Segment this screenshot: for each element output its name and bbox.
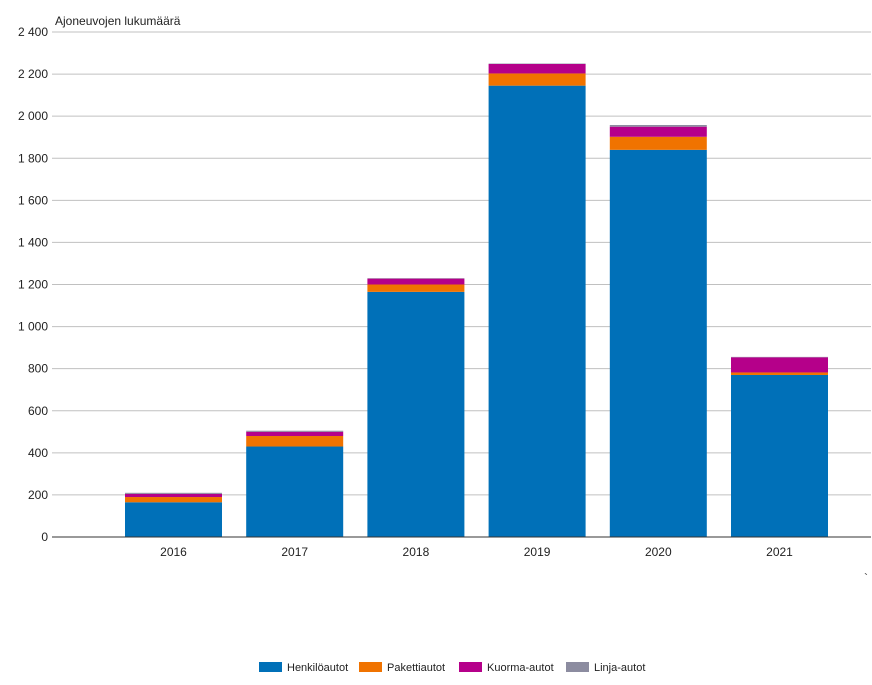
y-tick-label: 600: [28, 404, 48, 418]
bar-segment: [731, 372, 828, 375]
legend-label: Pakettiautot: [387, 662, 445, 674]
bar-segment: [609, 149, 707, 538]
legend-label: Henkilöautot: [287, 662, 348, 674]
x-tick-label: 2016: [160, 545, 187, 559]
y-tick-label: 2 200: [18, 67, 48, 81]
x-tick-label: 2019: [524, 545, 551, 559]
y-tick-label: 1 600: [18, 193, 48, 207]
legend-swatch: [566, 662, 589, 672]
y-tick-label: 400: [28, 446, 48, 460]
y-tick-label: 200: [28, 488, 48, 502]
x-tick-label: 2021: [766, 545, 793, 559]
y-tick-label: 1 200: [18, 278, 48, 292]
bar-segment: [125, 502, 222, 537]
bar-segment: [609, 136, 707, 150]
legend-label: Linja-autot: [594, 662, 645, 674]
bar-segment: [367, 284, 465, 292]
x-tick-label: 2018: [403, 545, 430, 559]
bar-segment: [125, 492, 222, 494]
y-tick-label: 2 000: [18, 109, 48, 123]
bar-segment: [125, 493, 222, 498]
bar-segment: [488, 63, 586, 74]
x-tick-label: 2017: [281, 545, 308, 559]
y-axis-label: Ajoneuvojen lukumäärä: [55, 14, 181, 28]
bar-segment: [609, 126, 707, 137]
bar-segment: [609, 125, 707, 127]
x-axis-ticks: 2016 2017 2018 2019 2020 2021: [160, 545, 793, 559]
bar-segment: [488, 85, 586, 537]
legend-swatch: [259, 662, 282, 672]
bar-segment: [367, 278, 465, 285]
stray-mark: `: [864, 571, 868, 585]
x-tick-label: 2020: [645, 545, 672, 559]
legend-swatch: [359, 662, 382, 672]
bar-segment: [246, 431, 344, 436]
bar-segment: [246, 446, 344, 537]
y-tick-label: 1 400: [18, 235, 48, 249]
legend-swatch: [459, 662, 482, 672]
legend-label: Kuorma-autot: [487, 662, 554, 674]
bar-segment: [246, 436, 344, 447]
y-tick-label: 1 800: [18, 151, 48, 165]
bar-segment: [731, 357, 828, 373]
y-tick-label: 1 000: [18, 320, 48, 334]
bar-segment: [367, 291, 465, 537]
legend: Henkilöautot Pakettiautot Kuorma-autot Linj…: [259, 662, 645, 674]
y-tick-label: 2 400: [18, 25, 48, 39]
bar-segment: [488, 73, 586, 86]
bar-segment: [246, 430, 344, 432]
y-tick-label: 800: [28, 362, 48, 376]
y-axis-ticks: 0 200 400 600 800 1 000 1 200 1 400 1 600 1 800 2 …: [18, 25, 48, 544]
bar-segment: [731, 374, 828, 537]
bars: [125, 63, 828, 538]
bar-segment: [125, 497, 222, 503]
y-tick-label: 0: [41, 530, 48, 544]
